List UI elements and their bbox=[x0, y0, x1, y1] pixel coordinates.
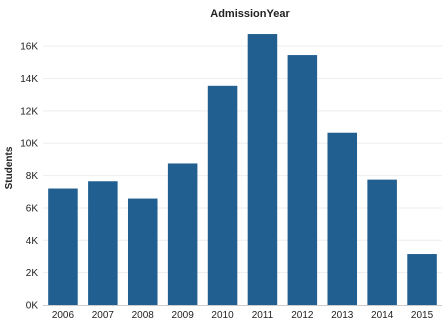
y-tick-label: 16K bbox=[20, 42, 38, 53]
x-tick-label: 2015 bbox=[411, 310, 434, 321]
bar-2009 bbox=[167, 163, 198, 305]
bars bbox=[48, 34, 437, 305]
y-tick-label: 2K bbox=[26, 268, 39, 279]
bar-2014 bbox=[367, 179, 397, 305]
y-tick-label: 6K bbox=[26, 203, 39, 214]
x-tick-label: 2010 bbox=[211, 310, 234, 321]
bar-2006 bbox=[48, 188, 78, 305]
bar-2007 bbox=[88, 181, 118, 305]
bar-2015 bbox=[407, 254, 437, 305]
bar-2013 bbox=[327, 132, 358, 305]
x-tick-label: 2012 bbox=[291, 310, 314, 321]
x-tick-label: 2011 bbox=[252, 310, 274, 321]
x-tick-label: 2014 bbox=[371, 310, 394, 321]
y-axis-ticks: 0K 2K 4K 6K 8K 10K 12K 14K 16K bbox=[20, 42, 38, 312]
bar-2010 bbox=[207, 85, 238, 305]
y-tick-label: 4K bbox=[26, 236, 39, 247]
x-tick-label: 2006 bbox=[52, 310, 75, 321]
bar-2011 bbox=[247, 34, 278, 305]
bar-2008 bbox=[127, 198, 158, 305]
y-tick-label: 0K bbox=[26, 301, 39, 312]
chart-title: AdmissionYear bbox=[210, 8, 290, 20]
x-tick-label: 2007 bbox=[92, 310, 115, 321]
x-tick-label: 2008 bbox=[132, 310, 155, 321]
y-tick-label: 10K bbox=[20, 139, 38, 150]
x-tick-label: 2013 bbox=[331, 310, 354, 321]
bar-2012 bbox=[287, 55, 318, 305]
y-tick-label: 12K bbox=[20, 106, 38, 117]
x-tick-label: 2009 bbox=[172, 310, 195, 321]
y-tick-label: 8K bbox=[26, 171, 39, 182]
y-axis-label: Students bbox=[4, 146, 15, 189]
y-tick-label: 14K bbox=[20, 74, 38, 85]
x-axis-ticks: 2006 2007 2008 2009 2010 2011 2012 2013 2014 2015 bbox=[52, 310, 434, 321]
